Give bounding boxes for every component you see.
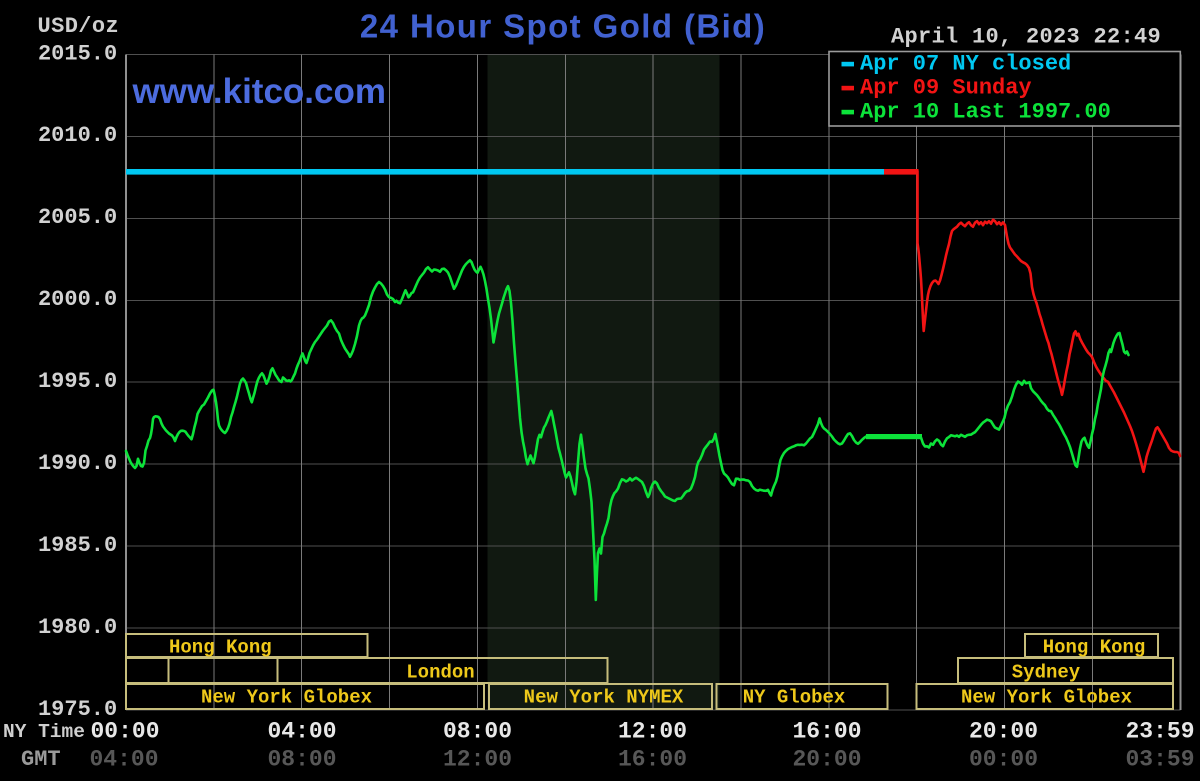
svg-text:16:00: 16:00	[792, 719, 861, 745]
svg-text:NY Globex: NY Globex	[743, 687, 846, 709]
svg-text:04:00: 04:00	[267, 719, 336, 745]
svg-text:1980.0: 1980.0	[38, 615, 117, 640]
svg-text:04:00: 04:00	[89, 747, 158, 773]
svg-text:www.kitco.com: www.kitco.com	[132, 72, 386, 111]
svg-text:New York NYMEX: New York NYMEX	[524, 687, 684, 709]
svg-text:1995.0: 1995.0	[38, 369, 117, 394]
svg-text:GMT: GMT	[21, 747, 61, 772]
svg-text:2005.0: 2005.0	[38, 205, 117, 230]
svg-text:New York Globex: New York Globex	[201, 687, 372, 709]
svg-text:08:00: 08:00	[267, 747, 336, 773]
svg-text:Sydney: Sydney	[1012, 662, 1081, 684]
svg-text:April 10, 2023 22:49: April 10, 2023 22:49	[891, 25, 1161, 50]
svg-text:20:00: 20:00	[792, 747, 861, 773]
svg-text:16:00: 16:00	[618, 747, 687, 773]
svg-text:New York Globex: New York Globex	[961, 687, 1132, 709]
svg-text:12:00: 12:00	[443, 747, 512, 773]
svg-text:24 Hour Spot Gold (Bid): 24 Hour Spot Gold (Bid)	[360, 8, 766, 45]
svg-text:NY Time: NY Time	[3, 721, 85, 743]
svg-text:2000.0: 2000.0	[38, 287, 117, 312]
svg-text:08:00: 08:00	[443, 719, 512, 745]
svg-text:USD/oz: USD/oz	[38, 14, 120, 39]
svg-text:2015.0: 2015.0	[38, 41, 117, 66]
svg-text:20:00: 20:00	[969, 719, 1038, 745]
svg-text:1990.0: 1990.0	[38, 451, 117, 476]
svg-text:Apr 07 NY closed: Apr 07 NY closed	[860, 52, 1071, 77]
svg-text:Hong Kong: Hong Kong	[169, 637, 272, 659]
svg-text:Hong Kong: Hong Kong	[1043, 637, 1146, 659]
svg-text:23:59: 23:59	[1125, 719, 1194, 745]
svg-text:12:00: 12:00	[618, 719, 687, 745]
svg-text:Apr 09 Sunday: Apr 09 Sunday	[860, 76, 1032, 101]
svg-text:1975.0: 1975.0	[38, 697, 117, 722]
svg-text:London: London	[406, 662, 474, 684]
svg-text:2010.0: 2010.0	[38, 123, 117, 148]
svg-text:00:00: 00:00	[90, 719, 159, 745]
svg-text:03:59: 03:59	[1125, 747, 1194, 773]
svg-text:1985.0: 1985.0	[38, 533, 117, 558]
svg-text:00:00: 00:00	[969, 747, 1038, 773]
svg-text:Apr 10 Last 1997.00: Apr 10 Last 1997.00	[860, 100, 1111, 125]
